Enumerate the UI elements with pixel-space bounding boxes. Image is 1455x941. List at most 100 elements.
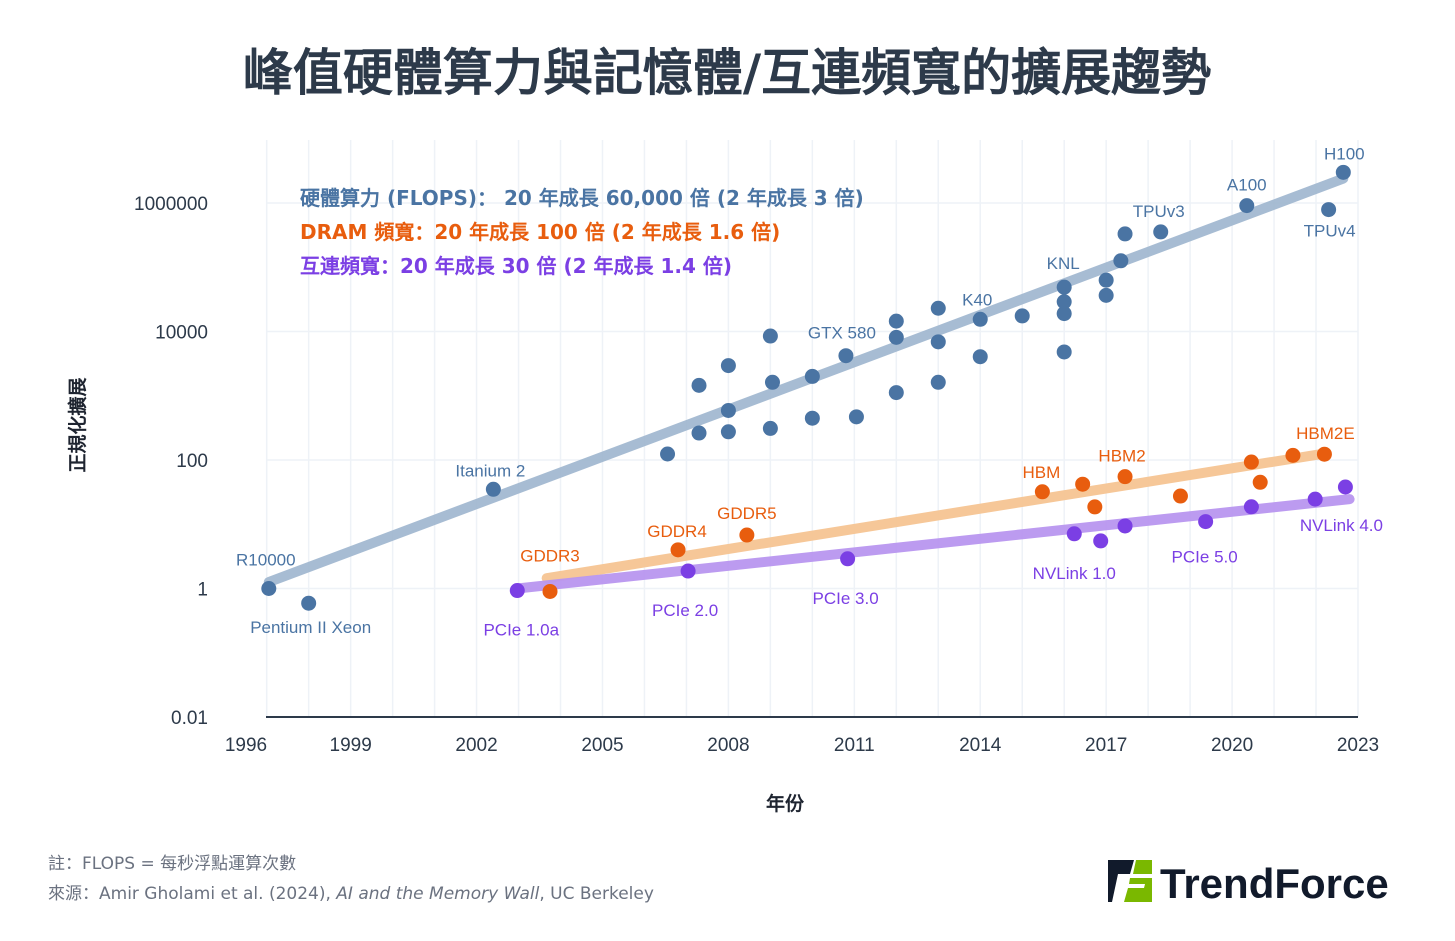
data-point-dram bbox=[1243, 454, 1259, 470]
trendforce-logo: TrendForce bbox=[1108, 860, 1389, 907]
data-point-flops bbox=[485, 481, 501, 497]
footnote-source: 來源：Amir Gholami et al. (2024), AI and th… bbox=[48, 884, 654, 904]
point-label-dram: HBM bbox=[1022, 463, 1060, 482]
point-label-flops: A100 bbox=[1227, 176, 1267, 195]
x-tick-label: 2023 bbox=[1337, 735, 1379, 756]
y-tick-label: 100 bbox=[176, 451, 208, 472]
chart-title: 峰值硬體算力與記憶體/互連頻寬的擴展趨勢 bbox=[243, 44, 1211, 102]
x-tick-label: 1999 bbox=[330, 735, 372, 756]
annotation-dram: DRAM 頻寬：20 年成長 100 倍 (2 年成長 1.6 倍) bbox=[300, 220, 780, 244]
data-point-dram bbox=[1285, 447, 1301, 463]
x-tick-label: 2011 bbox=[834, 735, 875, 756]
data-point-flops bbox=[720, 402, 736, 418]
point-label-dram: GDDR5 bbox=[717, 504, 777, 523]
data-point-flops bbox=[301, 595, 317, 611]
point-label-interconnect: PCIe 1.0a bbox=[483, 621, 559, 640]
x-tick-labels: 1996 1999 2002 2005 2008 2011 2014 2017 2020 2023 bbox=[225, 735, 1379, 756]
data-point-dram bbox=[739, 527, 755, 543]
data-point-flops bbox=[888, 385, 904, 401]
point-label-interconnect: PCIe 3.0 bbox=[813, 589, 879, 608]
data-point-flops bbox=[720, 424, 736, 440]
point-label-interconnect: PCIe 2.0 bbox=[652, 601, 718, 620]
data-point-flops bbox=[1056, 294, 1072, 310]
data-point-dram bbox=[1117, 469, 1133, 485]
point-label-flops: R10000 bbox=[236, 551, 296, 570]
data-point-interconnect bbox=[1093, 533, 1109, 549]
point-label-flops: KNL bbox=[1047, 254, 1080, 273]
point-label-flops: TPUv4 bbox=[1304, 222, 1356, 241]
data-point-flops bbox=[1056, 344, 1072, 360]
point-label-flops: TPUv3 bbox=[1133, 202, 1185, 221]
data-point-flops bbox=[762, 328, 778, 344]
data-point-flops bbox=[930, 374, 946, 390]
x-tick-label: 2005 bbox=[581, 735, 623, 756]
point-label-dram: HBM2E bbox=[1296, 424, 1355, 443]
data-point-interconnect bbox=[1243, 499, 1259, 515]
data-point-flops bbox=[691, 377, 707, 393]
data-point-flops bbox=[764, 374, 780, 390]
data-point-interconnect bbox=[1337, 479, 1353, 495]
data-point-flops bbox=[1098, 287, 1114, 303]
point-labels: R10000 Pentium II Xeon Itanium 2 GTX 580 K40… bbox=[236, 144, 1383, 639]
data-points bbox=[261, 164, 1353, 611]
data-point-flops bbox=[838, 348, 854, 364]
logo-mark-icon bbox=[1108, 860, 1152, 902]
y-tick-label: 1 bbox=[197, 580, 208, 601]
data-point-flops bbox=[1098, 272, 1114, 288]
data-point-dram bbox=[1075, 476, 1091, 492]
source-suffix: , UC Berkeley bbox=[539, 884, 654, 904]
data-point-flops bbox=[972, 311, 988, 327]
data-point-dram bbox=[1252, 474, 1268, 490]
point-label-flops: Pentium II Xeon bbox=[250, 618, 371, 637]
data-point-flops bbox=[1014, 308, 1030, 324]
y-tick-label: 0.01 bbox=[171, 708, 208, 729]
data-point-interconnect bbox=[1198, 514, 1214, 530]
data-point-flops bbox=[660, 446, 676, 462]
y-tick-labels: 1000000 10000 100 1 0.01 bbox=[134, 194, 208, 729]
data-point-dram bbox=[542, 583, 558, 599]
data-point-dram bbox=[1172, 488, 1188, 504]
data-point-flops bbox=[804, 368, 820, 384]
data-point-dram bbox=[1034, 484, 1050, 500]
x-tick-label: 2002 bbox=[455, 735, 497, 756]
point-label-dram: GDDR4 bbox=[647, 522, 707, 541]
data-point-interconnect bbox=[1307, 491, 1323, 507]
data-point-flops bbox=[888, 313, 904, 329]
data-point-flops bbox=[1113, 253, 1129, 269]
point-label-interconnect: PCIe 5.0 bbox=[1172, 548, 1238, 567]
trendline-interconnect bbox=[512, 494, 1355, 594]
data-point-flops bbox=[261, 581, 277, 596]
data-point-interconnect bbox=[840, 551, 856, 567]
data-point-flops bbox=[691, 425, 707, 441]
point-label-flops: GTX 580 bbox=[808, 324, 876, 343]
data-point-flops bbox=[1321, 202, 1337, 218]
data-point-flops bbox=[1117, 226, 1133, 242]
logo-text: TrendForce bbox=[1160, 860, 1389, 907]
data-point-interconnect bbox=[1117, 518, 1133, 534]
trendline-dram bbox=[541, 448, 1330, 584]
source-title: AI and the Memory Wall bbox=[335, 884, 539, 904]
data-point-flops bbox=[1056, 279, 1072, 295]
data-point-flops bbox=[762, 420, 778, 436]
annotations: 硬體算力 (FLOPS)： 20 年成長 60,000 倍 (2 年成長 3 倍… bbox=[300, 186, 864, 278]
y-tick-label: 10000 bbox=[155, 323, 208, 344]
source-prefix: 來源：Amir Gholami et al. (2024), bbox=[48, 884, 336, 904]
y-tick-label: 1000000 bbox=[134, 194, 208, 215]
point-label-dram: GDDR3 bbox=[520, 546, 580, 565]
annotation-flops: 硬體算力 (FLOPS)： 20 年成長 60,000 倍 (2 年成長 3 倍… bbox=[300, 186, 864, 210]
point-label-flops: Itanium 2 bbox=[455, 461, 525, 480]
data-point-interconnect bbox=[1066, 526, 1082, 542]
data-point-flops bbox=[1153, 224, 1169, 240]
data-point-flops bbox=[888, 329, 904, 345]
y-axis-label: 正規化擴展 bbox=[66, 377, 89, 472]
point-label-dram: HBM2 bbox=[1098, 447, 1145, 466]
data-point-flops bbox=[930, 300, 946, 316]
point-label-flops: K40 bbox=[962, 290, 992, 309]
point-label-interconnect: NVLink 1.0 bbox=[1033, 564, 1116, 583]
data-point-flops bbox=[1239, 198, 1255, 214]
data-point-dram bbox=[1316, 446, 1332, 462]
x-tick-label: 2008 bbox=[707, 735, 749, 756]
x-tick-label: 1996 bbox=[225, 735, 267, 756]
data-point-flops bbox=[1056, 306, 1072, 322]
